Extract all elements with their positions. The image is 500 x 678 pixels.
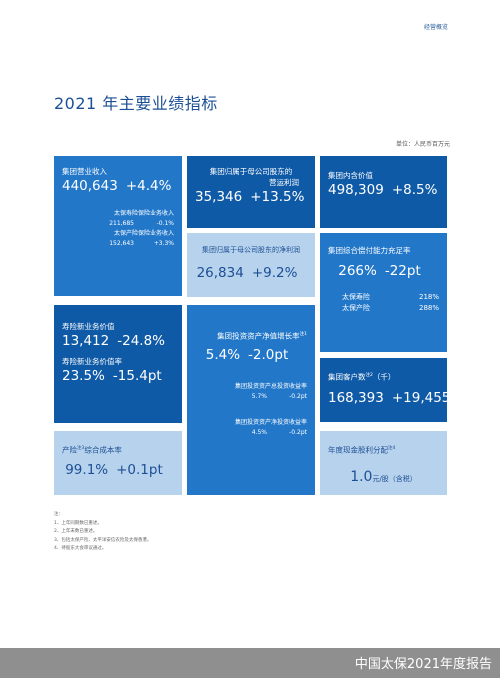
- footnote-1: 1、上年同期数已重述。: [54, 520, 102, 526]
- net-profit-label: 集团归属于母公司股东的净利润: [202, 246, 300, 254]
- tile-dividend: 年度现金股利分配注4 1.0元/股（含税）: [320, 431, 447, 495]
- nbv-margin-value: 23.5% -15.4pt: [62, 368, 162, 384]
- footnote-2: 2、上年末数已重述。: [54, 529, 98, 534]
- pc-premium-label: 太保产险保险业务收入: [113, 230, 174, 237]
- nbv-margin-label: 寿险新业务价值率: [62, 357, 122, 366]
- operating-profit-label-1: 集团归属于母公司股东的: [209, 167, 293, 176]
- group-revenue-value: 440,643 +4.4%: [62, 178, 172, 194]
- net-yield-row: 4.5% -0.2pt: [251, 428, 307, 436]
- footer-bar: 中国太保2021年度报告: [0, 648, 500, 678]
- investment-label: 集团投资资产净值增长率注1: [217, 331, 307, 341]
- tile-investment: 集团投资资产净值增长率注1 5.4% -2.0pt 集团投资资产总投资收益率 5.…: [187, 305, 315, 495]
- embedded-value-label: 集团内含价值: [328, 171, 373, 180]
- group-revenue-label: 集团营业收入: [62, 167, 107, 176]
- combined-ratio-value: 99.1% +0.1pt: [65, 461, 163, 478]
- operating-profit-value: 35,346 +13.5%: [195, 189, 305, 205]
- life-premium-label: 太保寿险保险业务收入: [113, 210, 174, 217]
- customers-label: 集团客户数注2（千）: [328, 372, 396, 382]
- tile-group-revenue: 集团营业收入 440,643 +4.4% 太保寿险保险业务收入 211,685 -0…: [54, 156, 182, 296]
- tile-embedded-value: 集团内含价值 498,309 +8.5%: [320, 156, 447, 228]
- net-profit-value: 26,834 +9.2%: [196, 265, 298, 281]
- solvency-pc-row: 太保产险 288%: [342, 304, 439, 312]
- tile-operating-profit: 集团归属于母公司股东的 营运利润 35,346 +13.5%: [187, 156, 315, 228]
- solvency-value: 266% -22pt: [338, 263, 421, 279]
- unit-label: 单位：人民币百万元: [395, 141, 450, 148]
- tile-nbv: 寿险新业务价值 13,412 -24.8% 寿险新业务价值率 23.5% -15.4…: [54, 305, 182, 423]
- combined-ratio-label: 产险注3综合成本率: [62, 445, 122, 455]
- tile-combined-ratio: 产险注3综合成本率 99.1% +0.1pt: [54, 431, 182, 495]
- footnote-3: 3、包括太保产险、太平洋安信农险及太保香港。: [54, 537, 152, 543]
- life-premium-row: 211,685 -0.1%: [109, 220, 174, 227]
- nbv-value: 13,412 -24.8%: [62, 333, 166, 349]
- footnotes: 注： 1、上年同期数已重述。 2、上年末数已重述。 3、包括太保产险、太平洋安信…: [54, 511, 151, 554]
- tile-solvency: 集团综合偿付能力充足率 266% -22pt 太保寿险 218% 太保产险 288%: [320, 233, 447, 352]
- dividend-label: 年度现金股利分配注4: [328, 445, 396, 455]
- net-yield-label: 集团投资资产净投资收益率: [234, 418, 307, 426]
- tile-customers: 集团客户数注2（千） 168,393 +19,455: [320, 358, 447, 422]
- total-yield-row: 5.7% -0.2pt: [251, 392, 307, 400]
- footnote-4: 4、待股东大会审议通过。: [54, 546, 107, 551]
- pc-premium-row: 152,643 +3.3%: [109, 240, 174, 247]
- tile-net-profit: 集团归属于母公司股东的净利润 26,834 +9.2%: [187, 233, 315, 297]
- embedded-value-value: 498,309 +8.5%: [328, 182, 438, 198]
- solvency-label: 集团综合偿付能力充足率: [328, 246, 411, 255]
- solvency-life-row: 太保寿险 218%: [342, 293, 439, 301]
- nbv-label: 寿险新业务价值: [62, 322, 115, 331]
- operating-profit-label-2: 营运利润: [269, 178, 299, 187]
- section-label: 经营概览: [423, 24, 448, 31]
- footer-title: 中国太保2021年度报告: [354, 657, 492, 672]
- dividend-value: 1.0元/股（含税）: [350, 468, 417, 485]
- page-title: 2021 年主要业绩指标: [54, 94, 218, 113]
- customers-value: 168,393 +19,455: [328, 389, 447, 406]
- footnotes-title: 注：: [54, 512, 63, 517]
- total-yield-label: 集团投资资产总投资收益率: [234, 382, 307, 390]
- investment-value: 5.4% -2.0pt: [205, 346, 289, 363]
